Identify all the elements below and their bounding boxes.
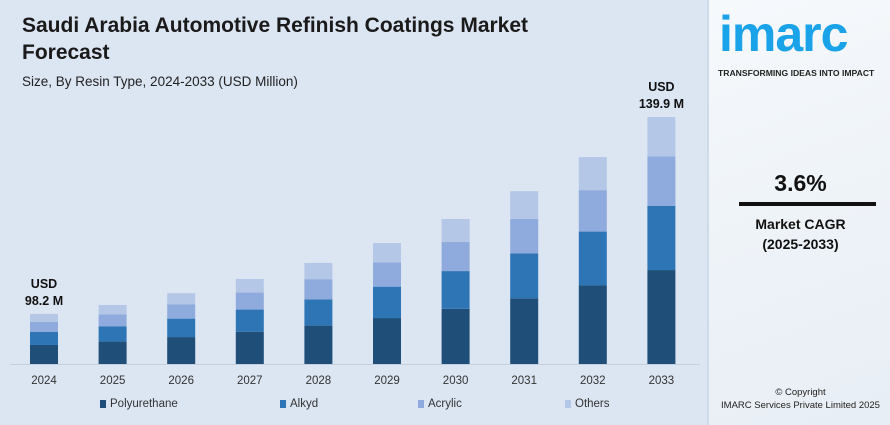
divider [739,202,876,206]
bar-segment-others-2025 [98,304,127,315]
bar-segment-others-2026 [167,293,196,305]
x-tick-label: 2026 [168,375,194,387]
data-label-2033: USD [648,80,674,94]
bar-segment-acrylic-2024 [30,321,58,332]
legend-label: Others [575,398,610,410]
bar-segment-alkyd-2028 [304,299,333,326]
data-label-2024: USD [31,277,57,291]
x-tick-label: 2027 [237,375,263,387]
bar-segment-acrylic-2030 [441,242,470,272]
bar-segment-others-2032 [578,157,607,191]
legend-item-others: Others [565,398,610,410]
bar-segment-alkyd-2032 [578,231,607,286]
cagr-value: 3.6% [774,170,827,196]
x-tick-label: 2032 [580,375,606,387]
legend-item-polyurethane: Polyurethane [100,398,178,410]
bar-segment-others-2027 [235,278,264,293]
bar-segment-polyurethane-2025 [98,341,127,364]
bar-segment-alkyd-2027 [235,309,264,332]
bar-segment-polyurethane-2033 [647,270,676,364]
bar-segment-acrylic-2027 [235,292,264,310]
bar-segment-others-2024 [30,313,58,322]
bar-segment-acrylic-2026 [167,304,196,319]
data-label-2033: 139.9 M [639,97,684,111]
cagr-label-text: Market CAGR [755,216,846,232]
bar-segment-acrylic-2029 [373,262,401,287]
legend-label: Alkyd [290,398,319,410]
legend-swatch [280,400,286,408]
bar-segment-polyurethane-2031 [510,298,539,364]
x-tick-label: 2033 [649,375,675,387]
bar-segment-alkyd-2025 [98,326,127,342]
bar-segment-alkyd-2029 [373,286,401,319]
bar-segment-polyurethane-2027 [235,331,264,364]
bar-segment-alkyd-2024 [30,331,58,345]
legend-item-alkyd: Alkyd [280,398,318,410]
x-tick-label: 2024 [31,375,57,387]
bar-segment-polyurethane-2032 [578,285,607,364]
info-panel: imarc TRANSFORMING IDEAS INTO IMPACT 3.6… [707,0,890,425]
bar-segment-polyurethane-2028 [304,325,333,364]
x-tick-label: 2029 [374,375,400,387]
bar-segment-polyurethane-2024 [30,344,58,364]
imarc-logo: imarc [719,6,848,62]
x-tick-label: 2028 [306,375,332,387]
copyright-line2: IMARC Services Private Limited 2025 [721,400,880,411]
bar-segment-acrylic-2032 [578,190,607,232]
bar-segment-acrylic-2028 [304,279,333,300]
bar-segment-polyurethane-2030 [441,308,470,364]
bar-segment-polyurethane-2029 [373,318,401,364]
legend-swatch [100,400,106,408]
bar-segment-others-2030 [441,218,470,243]
tagline: TRANSFORMING IDEAS INTO IMPACT [718,68,875,78]
bar-segment-others-2031 [510,191,539,219]
stacked-bar-chart: 2024 USD 98.2 M 2025 2026 2027 2028 2029 2030 203… [10,80,700,387]
legend-item-acrylic: Acrylic [418,398,462,410]
bar-segment-acrylic-2031 [510,218,539,254]
legend-swatch [418,400,424,408]
copyright-line1: © Copyright [775,387,826,398]
bar-segment-alkyd-2033 [647,205,676,271]
copyright: © Copyright IMARC Services Private Limit… [709,386,890,412]
legend-swatch [565,400,571,408]
cagr-label: Market CAGR (2025-2033) [709,214,890,254]
x-tick-label: 2031 [511,375,537,387]
cagr-period: (2025-2033) [762,236,839,252]
chart-subtitle: Size, By Resin Type, 2024-2033 (USD Mill… [22,74,298,89]
bar-segment-acrylic-2025 [98,314,127,327]
x-tick-label: 2025 [100,375,126,387]
legend-label: Polyurethane [110,398,178,410]
x-tick-label: 2030 [443,375,469,387]
bar-segment-others-2033 [647,116,676,157]
bar-segment-polyurethane-2026 [167,337,196,364]
chart-title: Saudi Arabia Automotive Refinish Coating… [22,14,529,64]
bar-segment-others-2028 [304,262,333,280]
data-label-2024: 98.2 M [25,294,63,308]
bar-segment-alkyd-2030 [441,271,470,309]
bar-segment-alkyd-2031 [510,253,539,299]
bar-segment-acrylic-2033 [647,156,676,206]
bar-segment-alkyd-2026 [167,318,196,338]
bar-segment-others-2029 [373,243,401,263]
legend-label: Acrylic [428,398,462,410]
